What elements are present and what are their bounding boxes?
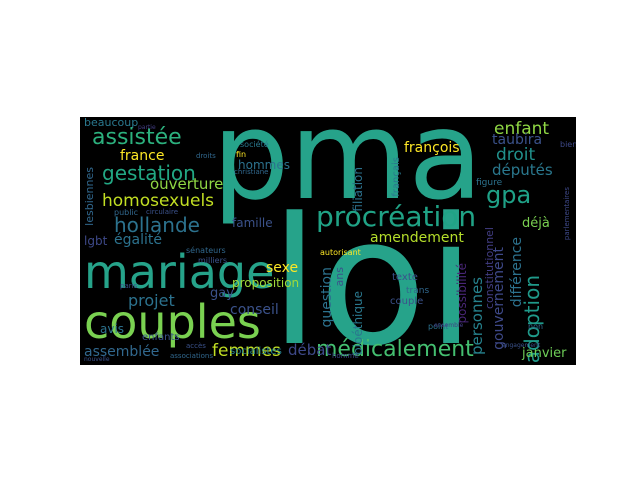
word-france: france xyxy=(120,148,165,164)
word-pma: pma xyxy=(212,117,484,227)
word-gay: gay xyxy=(210,286,234,301)
word-difference: différence xyxy=(509,237,525,308)
word-engagement: engagement xyxy=(502,342,541,349)
word-socialistes: socialistes xyxy=(230,346,282,357)
word-fin: fin xyxy=(236,150,247,159)
word-lesbiennes: lesbiennes xyxy=(83,167,96,226)
word-avis: avis xyxy=(100,322,125,336)
word-droits: droits xyxy=(196,152,216,160)
word-francois: françois xyxy=(404,140,460,156)
word-deputes: députés xyxy=(492,161,553,179)
word-associations: associations xyxy=(170,352,214,360)
word-femmes: femmes xyxy=(212,341,281,361)
word-filiation: filiation xyxy=(351,167,365,212)
word-cloud: pma loi mariage couples procréation médi… xyxy=(80,117,576,365)
word-non: non xyxy=(528,322,544,331)
word-point: point xyxy=(428,322,449,331)
word-possibilite: possibilité xyxy=(455,263,469,324)
word-medicalement: médicalement xyxy=(316,337,474,362)
word-assistee: assistée xyxy=(92,125,182,150)
word-trans: trans xyxy=(406,286,430,296)
word-lgbt: lgbt xyxy=(84,234,108,248)
word-proposition: proposition xyxy=(232,276,300,290)
word-texte: texte xyxy=(392,272,418,283)
word-paris: paris xyxy=(120,282,138,290)
word-christiane: christiane xyxy=(234,168,269,176)
word-figure: figure xyxy=(476,178,503,188)
word-acces: accès xyxy=(186,342,206,350)
word-homme: homme xyxy=(332,352,359,360)
word-famille: famille xyxy=(232,216,273,230)
word-constitutionnel: constitutionnel xyxy=(483,227,496,310)
word-deja: déjà xyxy=(522,216,550,231)
word-ensemble: ensemble xyxy=(434,322,464,329)
word-francais: français xyxy=(391,157,402,197)
word-hommes: hommes xyxy=(238,158,290,172)
word-ouverture: ouverture xyxy=(150,175,224,193)
word-bioethique: bioéthique xyxy=(351,291,365,355)
word-taubira: taubira xyxy=(492,132,543,148)
word-gestation: gestation xyxy=(102,161,196,185)
word-enfant: enfant xyxy=(494,119,550,139)
word-projet: projet xyxy=(128,291,175,310)
word-societe: société xyxy=(240,140,269,149)
word-hollande: hollande xyxy=(114,213,200,237)
word-couple: couple xyxy=(390,296,424,307)
word-ans: ans xyxy=(333,267,346,287)
word-beaucoup: beaucoup xyxy=(84,117,139,129)
word-public: public xyxy=(114,208,139,217)
word-homosexuels: homosexuels xyxy=(102,191,215,211)
word-janvier: janvier xyxy=(522,346,567,361)
word-conseil: conseil xyxy=(230,302,279,318)
word-gpa: gpa xyxy=(486,181,532,209)
word-question: question xyxy=(319,267,335,328)
word-mariage: mariage xyxy=(84,245,275,299)
word-assemblee: assemblée xyxy=(84,344,160,360)
word-debat: débat xyxy=(288,341,332,359)
word-milliers: milliers xyxy=(198,256,228,265)
word-amendement: amendement xyxy=(370,230,464,246)
word-senateurs: sénateurs xyxy=(186,246,226,255)
word-procreation: procréation xyxy=(316,200,477,233)
word-bien: bien xyxy=(560,140,576,149)
word-enfants: enfants xyxy=(142,332,180,343)
word-autorisant: autorisant xyxy=(320,248,361,257)
word-droit: droit xyxy=(496,145,536,165)
word-partie: partie xyxy=(138,124,156,131)
word-circulaire: circulaire xyxy=(146,208,179,216)
word-nouvelle: nouvelle xyxy=(84,356,110,363)
word-couples: couples xyxy=(84,295,261,349)
word-loi: loi xyxy=(270,180,476,366)
word-egalite: égalité xyxy=(114,232,162,248)
word-parlementaires: parlementaires xyxy=(563,187,571,241)
word-sexe: sexe xyxy=(266,260,299,276)
